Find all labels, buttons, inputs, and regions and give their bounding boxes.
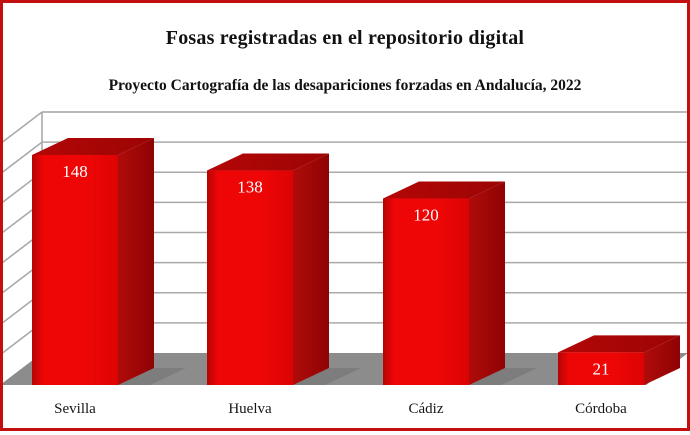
- bar-side-face: [644, 335, 680, 385]
- chart-subtitle: Proyecto Cartografía de las desaparicion…: [108, 77, 582, 94]
- bar-side-face: [469, 181, 505, 385]
- gridline-side: [0, 141, 43, 175]
- bar-shadow: [293, 368, 361, 385]
- bar-value-label: 120: [413, 206, 439, 225]
- bar-front-face: [207, 170, 293, 385]
- bar-top-face: [558, 335, 680, 353]
- axis-and-value-labels: 148 Sevilla 138 Huelva 120 Cádiz 21 Córdoba: [54, 162, 627, 417]
- bar-front-face: [383, 198, 469, 385]
- bar-front-face: [32, 155, 118, 385]
- x-axis-category-label: Huelva: [228, 401, 272, 417]
- bar-series: [32, 138, 680, 385]
- bar-top-face: [383, 181, 505, 199]
- bar-shadow: [118, 368, 186, 385]
- bar-side-face: [118, 138, 154, 385]
- bar-top-face: [32, 138, 154, 155]
- bar-value-label: 148: [62, 162, 88, 181]
- bar-value-label: 138: [237, 178, 263, 197]
- chart-title: Fosas registradas en el repositorio digi…: [165, 27, 525, 49]
- bar-front-face: [558, 352, 644, 385]
- x-axis-category-label: Sevilla: [54, 401, 96, 417]
- bar-side-face: [293, 153, 329, 385]
- bar-value-label: 21: [593, 359, 610, 378]
- bar-top-face: [207, 153, 329, 171]
- x-axis-category-label: Cádiz: [409, 401, 444, 417]
- x-axis-category-label: Córdoba: [575, 401, 627, 417]
- bar-shadow: [469, 368, 537, 385]
- gridline-side: [0, 111, 43, 145]
